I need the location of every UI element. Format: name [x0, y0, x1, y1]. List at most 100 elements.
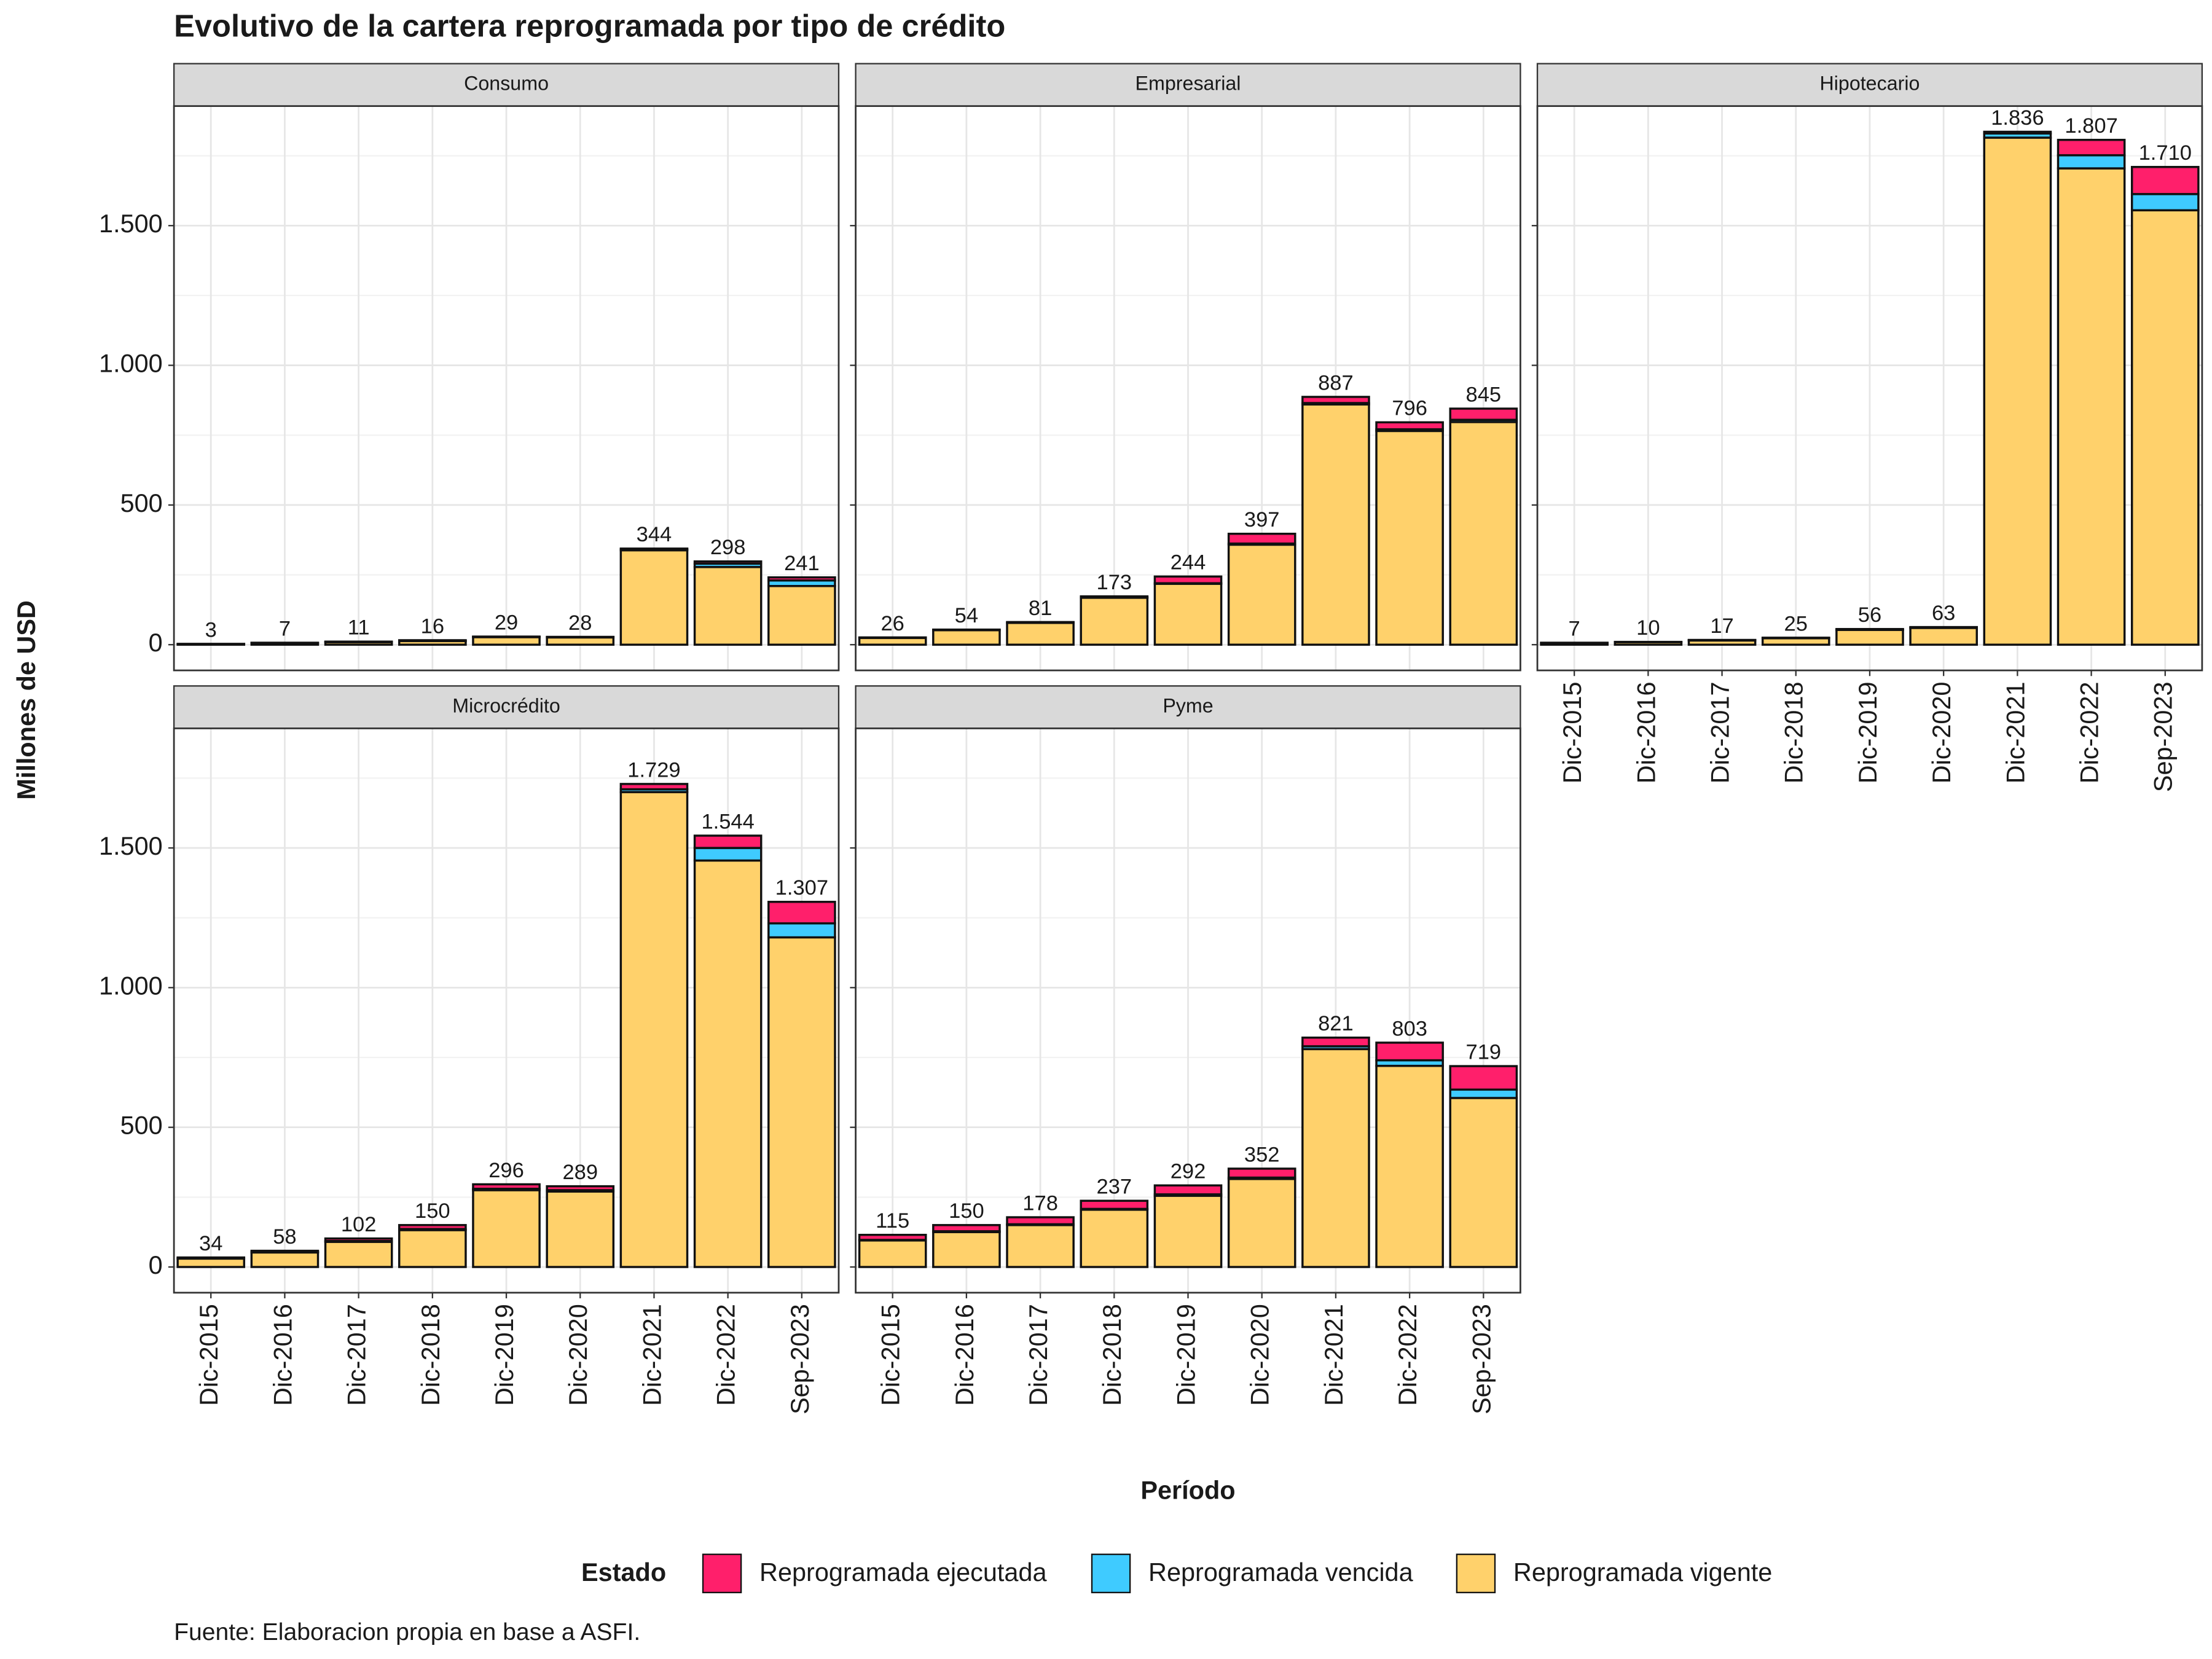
total-label: 58 — [273, 1225, 296, 1249]
total-label: 241 — [784, 552, 820, 575]
total-label: 1.729 — [627, 758, 680, 782]
bar-segment — [693, 859, 763, 1268]
bar-segment — [472, 1183, 541, 1190]
bar-segment — [693, 560, 763, 565]
bar-segment — [1227, 1178, 1296, 1268]
panel-border — [173, 728, 840, 1294]
bar-segment — [1301, 1048, 1370, 1268]
bar-segment — [932, 1231, 1001, 1268]
bar-segment — [1153, 582, 1223, 646]
total-label: 887 — [1318, 371, 1354, 394]
legend-label: Reprogramada vencida — [1148, 1558, 1414, 1586]
bar-segment — [1153, 1194, 1223, 1268]
total-label: 7 — [1569, 617, 1580, 640]
total-label: 344 — [637, 523, 672, 546]
bar-segment — [250, 1249, 320, 1253]
bar-segment — [1301, 1037, 1370, 1048]
bar-segment — [1301, 403, 1370, 646]
x-tick-label: Dic-2019 — [1853, 681, 1882, 783]
bar-segment — [1375, 429, 1444, 646]
total-label: 26 — [880, 612, 904, 635]
y-tick-label: 500 — [120, 488, 163, 517]
facet-title: Empresarial — [1135, 73, 1241, 95]
bar-segment — [1080, 1199, 1149, 1210]
total-label: 796 — [1392, 397, 1427, 420]
y-tick-label: 0 — [149, 1250, 163, 1279]
y-tick-label: 1.000 — [99, 971, 163, 1000]
total-label: 1.307 — [775, 876, 828, 900]
x-tick-label: Dic-2020 — [563, 1304, 592, 1406]
y-tick-label: 1.000 — [99, 348, 163, 377]
legend-swatch — [702, 1553, 742, 1593]
x-tick-label: Dic-2015 — [876, 1304, 905, 1406]
bar-segment — [1227, 532, 1296, 545]
bar-segment — [1301, 396, 1370, 404]
x-tick-label: Dic-2021 — [1319, 1304, 1348, 1406]
facet-strip — [173, 63, 840, 107]
x-tick-label: Dic-2017 — [1705, 681, 1734, 783]
total-label: 34 — [199, 1232, 222, 1255]
x-tick-label: Sep-2023 — [785, 1304, 814, 1414]
bar-segment — [767, 901, 836, 925]
x-tick-label: Sep-2023 — [2149, 681, 2178, 792]
bar-segment — [1983, 130, 2052, 135]
total-label: 298 — [710, 536, 746, 559]
bar-segment — [1006, 1224, 1075, 1268]
total-label: 56 — [1858, 603, 1881, 627]
bar-segment — [693, 566, 763, 646]
total-label: 150 — [949, 1199, 984, 1223]
x-axis-title: Período — [1140, 1475, 1235, 1504]
bar-segment — [546, 1190, 615, 1268]
bar-segment — [767, 922, 836, 939]
x-tick-label: Dic-2017 — [1024, 1304, 1053, 1406]
bar-segment — [2130, 209, 2200, 646]
bar-segment — [1006, 622, 1075, 646]
bar-segment — [1080, 595, 1149, 599]
bar-segment — [1835, 629, 1904, 646]
facet-title: Hipotecario — [1819, 73, 1920, 95]
x-tick-label: Dic-2018 — [416, 1304, 445, 1406]
total-label: 845 — [1466, 383, 1502, 406]
bar-segment — [767, 576, 836, 582]
bar-segment — [398, 639, 467, 642]
y-tick-label: 1.500 — [99, 209, 163, 238]
x-tick-label: Dic-2022 — [1393, 1304, 1422, 1406]
total-label: 173 — [1097, 571, 1132, 594]
bar-segment — [1909, 627, 1978, 646]
bar-segment — [546, 636, 615, 646]
bar-segment — [324, 1237, 393, 1242]
total-label: 54 — [955, 604, 978, 627]
bar-segment — [1375, 421, 1444, 431]
facet-title: Microcrédito — [452, 694, 560, 716]
bar-segment — [1449, 421, 1518, 646]
bar-segment — [1227, 543, 1296, 646]
bar-segment — [932, 1224, 1001, 1233]
bar-segment — [932, 629, 1001, 646]
total-label: 150 — [415, 1199, 450, 1223]
chart-title: Evolutivo de la cartera reprogramada por… — [174, 8, 1005, 43]
bar-segment — [1375, 1041, 1444, 1062]
total-label: 81 — [1029, 597, 1052, 620]
bar-segment — [1835, 628, 1904, 631]
bar-segment — [472, 1189, 541, 1268]
panel-border — [173, 105, 840, 672]
bar-segment — [1080, 597, 1149, 646]
bar-segment — [176, 1257, 246, 1268]
legend-swatch — [1456, 1553, 1496, 1593]
total-label: 292 — [1171, 1160, 1206, 1183]
bar-segment — [2057, 154, 2126, 170]
bar-segment — [398, 1229, 467, 1268]
legend-swatch — [1091, 1553, 1131, 1593]
x-tick-label: Dic-2018 — [1097, 1304, 1126, 1406]
bar-segment — [1449, 1088, 1518, 1099]
x-tick-label: Dic-2016 — [1631, 681, 1660, 783]
x-tick-label: Dic-2022 — [2075, 681, 2104, 783]
bar-segment — [2130, 166, 2200, 195]
total-label: 1.836 — [1991, 106, 2044, 130]
x-tick-label: Dic-2019 — [490, 1304, 519, 1406]
facet-title: Consumo — [464, 73, 549, 95]
total-label: 25 — [1784, 612, 1808, 635]
panel-border — [855, 728, 1521, 1294]
